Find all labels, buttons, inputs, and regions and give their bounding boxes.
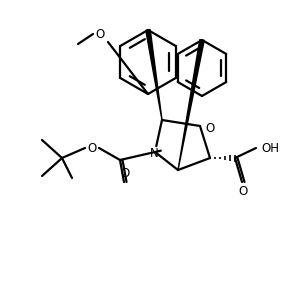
Text: O: O — [87, 141, 97, 155]
Polygon shape — [146, 30, 162, 120]
Text: OH: OH — [261, 141, 279, 155]
Text: O: O — [206, 121, 214, 134]
Text: O: O — [120, 166, 130, 180]
Polygon shape — [178, 40, 204, 170]
Text: N: N — [150, 146, 158, 160]
Text: O: O — [95, 28, 105, 41]
Text: O: O — [238, 185, 247, 198]
